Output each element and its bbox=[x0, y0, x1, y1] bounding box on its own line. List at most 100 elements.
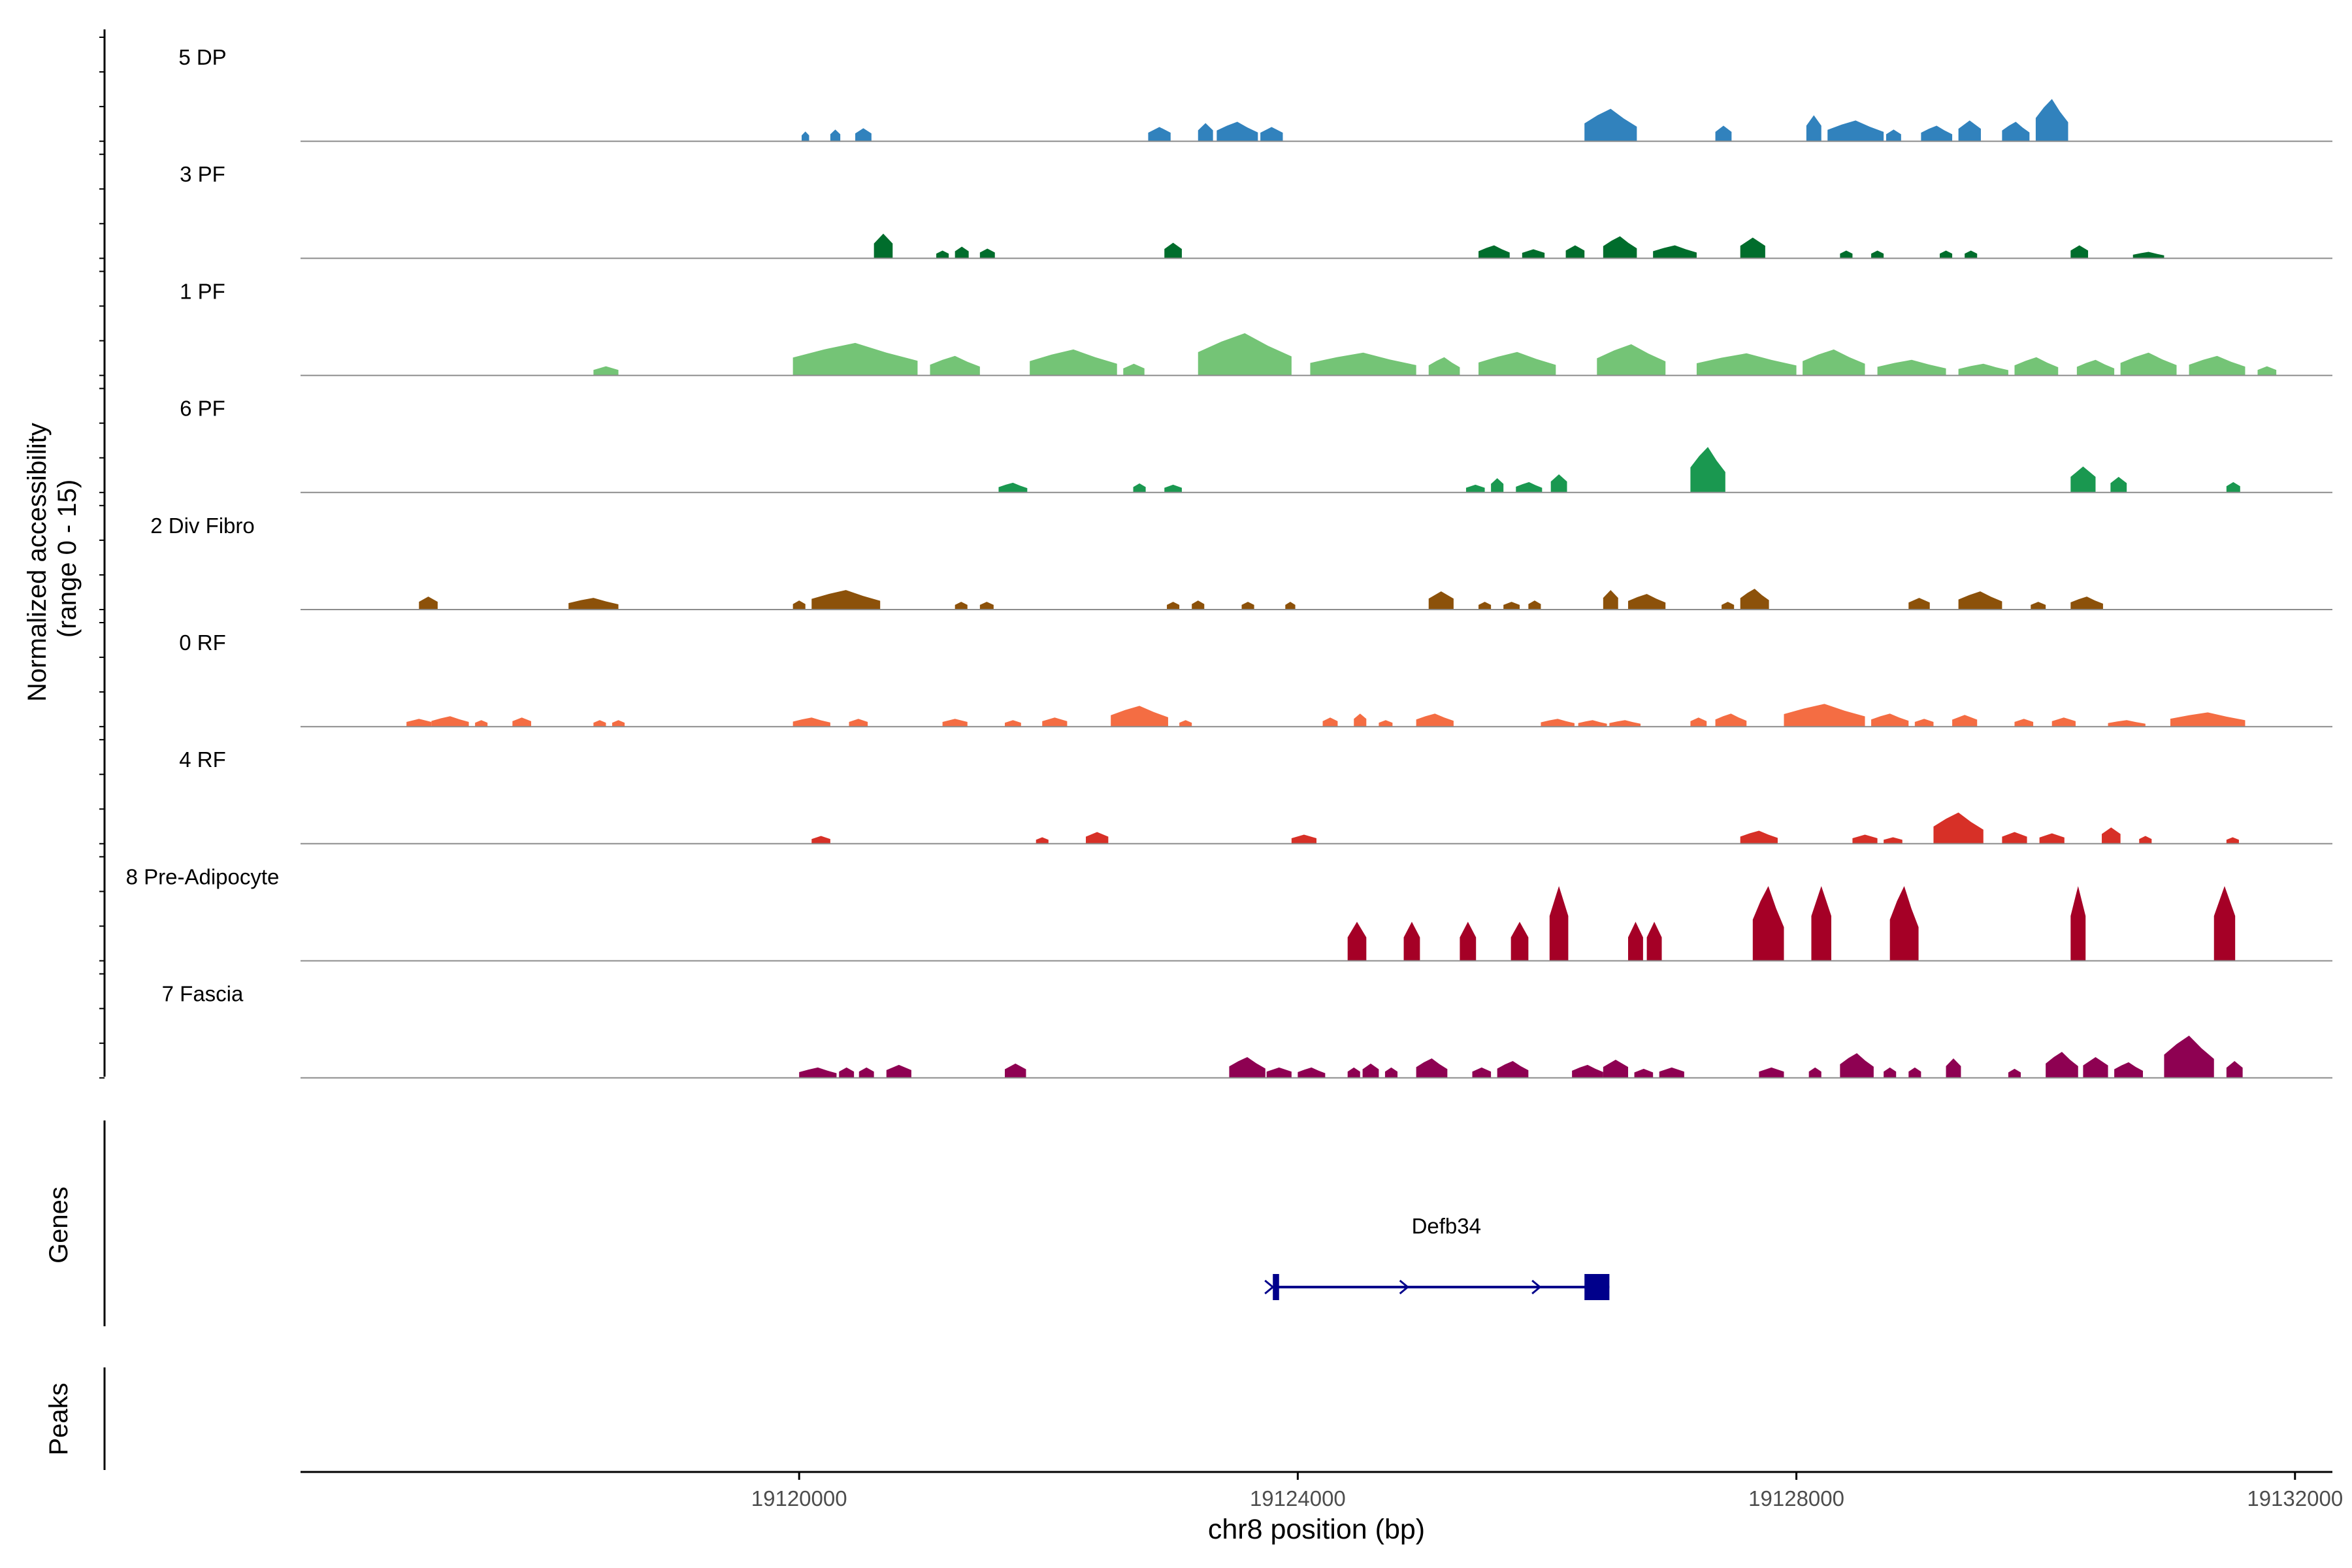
coverage-peak bbox=[1690, 717, 1707, 727]
coverage-peak bbox=[2213, 886, 2236, 961]
coverage-peak bbox=[1111, 706, 1168, 727]
x-tick-label: 19124000 bbox=[1250, 1486, 1346, 1511]
coverage-peak bbox=[2035, 99, 2068, 142]
coverage-peak bbox=[1497, 1060, 1529, 1078]
coverage-peak bbox=[1362, 1063, 1379, 1078]
coverage-peak bbox=[1908, 598, 1930, 610]
coverage-peak bbox=[1752, 886, 1784, 961]
track-label: 3 PF bbox=[180, 162, 225, 186]
coverage-peak bbox=[2039, 833, 2065, 844]
coverage-peak bbox=[2002, 122, 2030, 142]
coverage-peak bbox=[1478, 351, 1556, 376]
gene-strand-arrow bbox=[1399, 1279, 1410, 1295]
coverage-peak bbox=[792, 600, 806, 610]
coverage-peak bbox=[1886, 129, 1901, 142]
coverage-peak bbox=[1164, 484, 1182, 493]
coverage-peak bbox=[2108, 720, 2146, 727]
coverage-peak bbox=[1877, 359, 1946, 376]
coverage-peak bbox=[1511, 921, 1529, 961]
coverage-peak bbox=[1005, 1063, 1026, 1078]
coverage-peak bbox=[612, 720, 625, 727]
coverage-peak bbox=[979, 602, 994, 610]
y-axis-title-line1: Normalized accessibility bbox=[23, 423, 52, 702]
coverage-peak bbox=[955, 602, 968, 610]
coverage-peak bbox=[2083, 1056, 2108, 1078]
coverage-peak bbox=[1808, 1067, 1821, 1078]
coverage-peak bbox=[858, 1067, 874, 1078]
coverage-peak bbox=[1229, 1056, 1266, 1078]
coverage-peak bbox=[1884, 1067, 1897, 1078]
coverage-peak bbox=[1603, 236, 1637, 259]
coverage-peak bbox=[1192, 600, 1205, 610]
y-axis-title: Normalized accessibility (range 0 - 15) bbox=[23, 416, 82, 702]
coverage-peak bbox=[1597, 344, 1666, 376]
coverage-peak bbox=[942, 719, 968, 727]
coverage-peak bbox=[1030, 349, 1117, 376]
coverage-peak bbox=[1465, 484, 1485, 493]
gene-strand-arrow bbox=[1531, 1279, 1542, 1295]
coverage-peak bbox=[1715, 125, 1732, 142]
coverage-peak bbox=[1603, 1059, 1628, 1078]
coverage-peak bbox=[1167, 602, 1180, 610]
coverage-peak bbox=[1946, 1058, 1961, 1078]
coverage-peak bbox=[2226, 482, 2240, 493]
coverage-peak bbox=[593, 720, 606, 727]
coverage-peak bbox=[1005, 720, 1021, 727]
coverage-peak bbox=[802, 131, 809, 142]
track-label: 2 Div Fibro bbox=[150, 514, 255, 538]
track-6-pf: 6 PF bbox=[180, 397, 2332, 493]
genes-panel: Genes Defb34 bbox=[44, 1120, 1610, 1326]
coverage-peak bbox=[839, 1067, 855, 1078]
coverage-peak bbox=[930, 355, 980, 376]
peaks-panel: Peaks bbox=[44, 1367, 106, 1470]
coverage-peak bbox=[2170, 712, 2246, 727]
coverage-peak bbox=[1198, 123, 1213, 142]
track-label: 1 PF bbox=[180, 279, 225, 303]
x-axis-title: chr8 position (bp) bbox=[1208, 1514, 1425, 1545]
coverage-peak bbox=[2257, 366, 2277, 376]
coverage-peak bbox=[1522, 249, 1545, 259]
coverage-peak bbox=[1965, 250, 1978, 259]
coverage-peak bbox=[1759, 1067, 1784, 1078]
coverage-peak bbox=[1478, 245, 1510, 259]
coverage-peak bbox=[1933, 812, 1984, 844]
coverage-peak bbox=[1384, 1067, 1398, 1078]
coverage-peak bbox=[1784, 704, 1865, 727]
coverage-peak bbox=[1550, 474, 1567, 493]
coverage-peak bbox=[1715, 713, 1747, 727]
gene-label: Defb34 bbox=[1412, 1214, 1481, 1238]
coverage-peak bbox=[1852, 834, 1878, 844]
coverage-peak bbox=[1627, 921, 1643, 961]
coverage-peak bbox=[2070, 245, 2089, 259]
track-2-div-fibro: 2 Div Fibro bbox=[150, 514, 2332, 610]
coverage-peak bbox=[1921, 125, 1953, 142]
coverage-peak bbox=[2164, 1036, 2214, 1078]
y-axis-title-line2: (range 0 - 15) bbox=[53, 480, 82, 638]
gene-strand-arrow bbox=[1264, 1279, 1275, 1295]
coverage-peak bbox=[2031, 602, 2046, 610]
coverage-peak bbox=[1584, 108, 1637, 142]
coverage-peak bbox=[2120, 352, 2177, 376]
coverage-peak bbox=[2070, 596, 2103, 610]
genes-panel-label: Genes bbox=[44, 1186, 73, 1264]
coverage-peak bbox=[1347, 1067, 1360, 1078]
coverage-peak bbox=[792, 342, 918, 376]
coverage-peak bbox=[1541, 719, 1575, 727]
coverage-peak bbox=[593, 366, 619, 376]
coverage-peak bbox=[2114, 1062, 2143, 1078]
coverage-peak bbox=[1827, 120, 1884, 142]
coverage-peak bbox=[1914, 719, 1934, 727]
coverage-peak bbox=[1696, 353, 1797, 376]
coverage-peak bbox=[475, 720, 488, 727]
track-5-dp: 5 DP bbox=[178, 45, 2332, 142]
coverage-peak bbox=[2002, 832, 2027, 844]
coverage-peak bbox=[1653, 245, 1697, 259]
track-0-rf: 0 RF bbox=[179, 630, 2332, 728]
track-7-fascia: 7 Fascia bbox=[162, 982, 2332, 1079]
coverage-peak bbox=[2008, 1068, 2021, 1078]
coverage-peak bbox=[1416, 1058, 1448, 1078]
coverage-peak bbox=[1578, 720, 1607, 727]
coverage-peak bbox=[1042, 717, 1068, 727]
coverage-peak bbox=[1354, 713, 1367, 727]
